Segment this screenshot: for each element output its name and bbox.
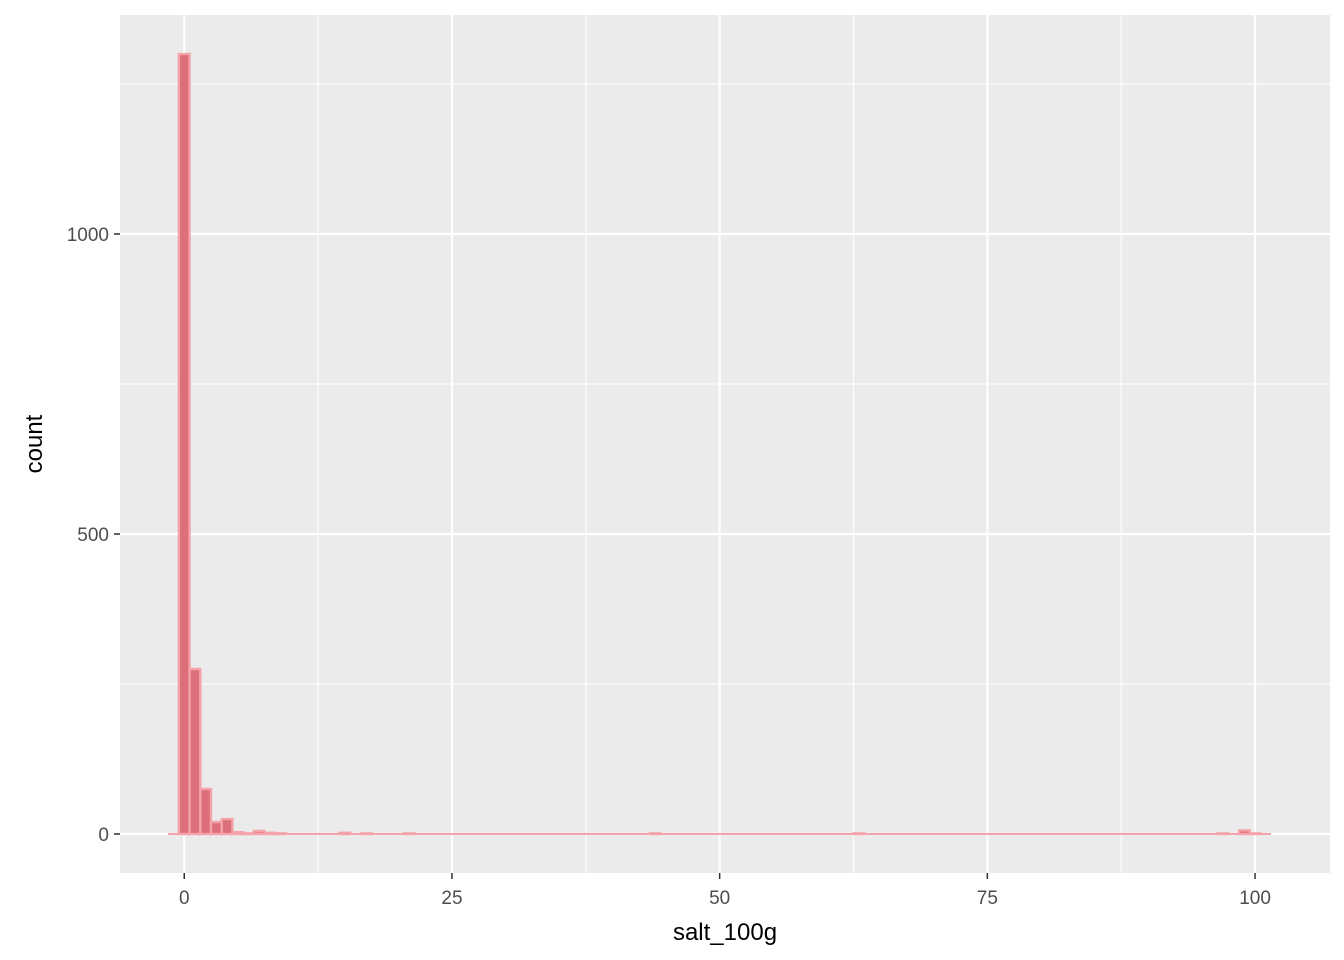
histogram-bar bbox=[1237, 829, 1251, 836]
histogram-bar bbox=[231, 831, 245, 836]
histogram-bar bbox=[1216, 832, 1230, 836]
x-axis-title: salt_100g bbox=[673, 919, 777, 946]
x-tick-label: 75 bbox=[977, 888, 998, 909]
histogram-bar bbox=[220, 817, 234, 836]
histogram-bar bbox=[1248, 832, 1262, 836]
histogram-bar bbox=[177, 52, 191, 836]
y-tick-label: 0 bbox=[98, 825, 109, 846]
x-tick-label: 50 bbox=[709, 888, 730, 909]
plot-panel bbox=[120, 15, 1330, 873]
histogram-bar bbox=[359, 832, 373, 836]
y-tick-label: 1000 bbox=[67, 225, 109, 246]
x-tick-label: 25 bbox=[441, 888, 462, 909]
histogram-bar bbox=[402, 832, 416, 836]
x-tick-label: 0 bbox=[179, 888, 190, 909]
y-axis-ticks: 0 500 1000 bbox=[67, 225, 120, 846]
histogram-bar bbox=[274, 832, 288, 836]
x-axis-ticks: 0 25 50 75 100 bbox=[179, 873, 1271, 909]
histogram-bar bbox=[241, 832, 256, 836]
histogram-bar bbox=[263, 831, 277, 836]
histogram-bar bbox=[252, 829, 266, 836]
histogram-bar bbox=[188, 667, 202, 836]
histogram-bar bbox=[852, 832, 866, 836]
histogram-bar bbox=[648, 832, 662, 836]
minor-gridlines bbox=[120, 15, 1330, 873]
histogram-bar bbox=[338, 831, 352, 836]
histogram-bar bbox=[209, 820, 223, 836]
histogram-bars bbox=[177, 52, 1262, 836]
y-axis-title: count bbox=[21, 414, 48, 473]
histogram-bar bbox=[199, 787, 213, 836]
y-tick-label: 500 bbox=[77, 525, 109, 546]
x-tick-label: 100 bbox=[1239, 888, 1271, 909]
